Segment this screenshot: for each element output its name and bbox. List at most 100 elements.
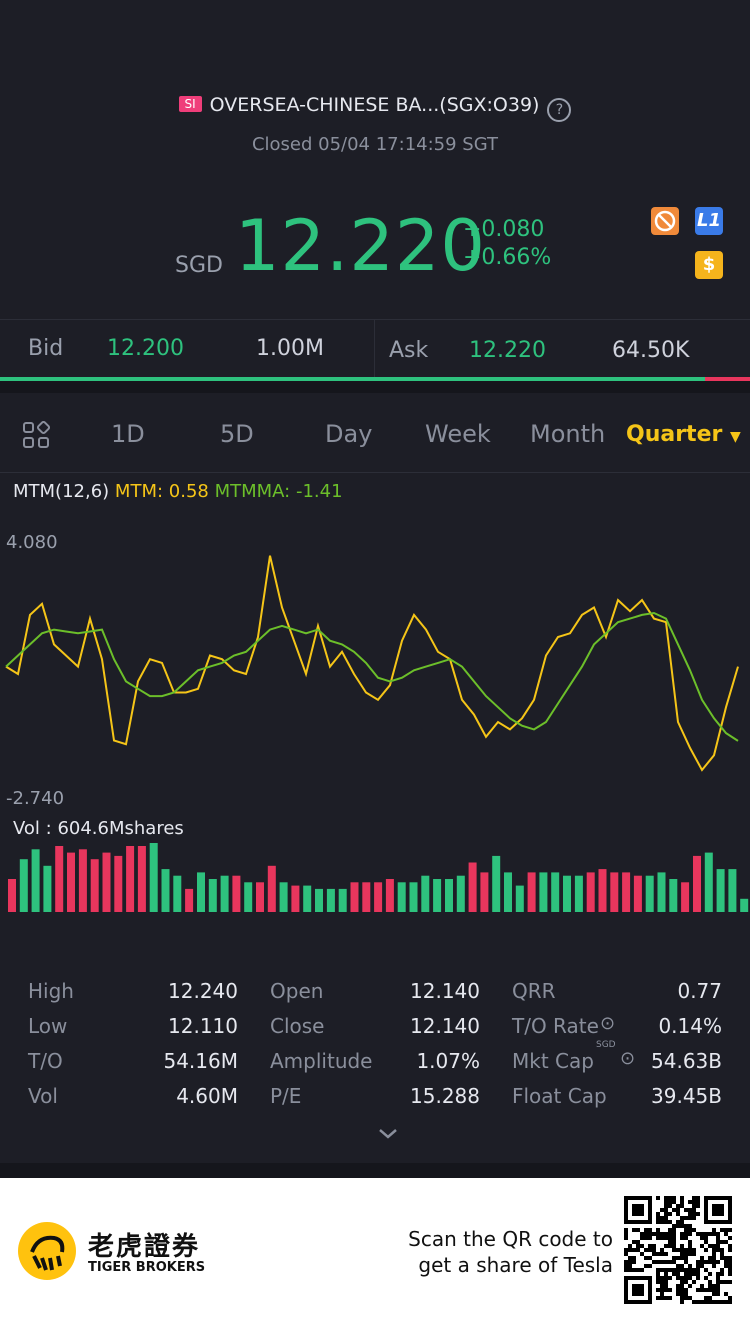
volume-bar: [504, 872, 512, 912]
grid-icon[interactable]: [22, 420, 51, 455]
volume-bar: [338, 888, 347, 912]
dollar-icon[interactable]: $: [695, 251, 723, 279]
no-short-icon[interactable]: [651, 207, 679, 235]
series-line-mtmma: [5, 611, 739, 742]
stat-value: 39.45B: [651, 1084, 722, 1108]
volume-bar: [374, 882, 383, 912]
volume-bar: [315, 888, 323, 912]
stock-title-row[interactable]: SI OVERSEA-CHINESE BA...(SGX:O39)?: [0, 94, 750, 122]
stat-value: 15.288: [410, 1084, 480, 1108]
volume-bar: [126, 846, 135, 912]
stock-header: SI OVERSEA-CHINESE BA...(SGX:O39)? Closed…: [0, 0, 750, 318]
ask-ratio-bar: [705, 377, 750, 381]
market-status: Closed 05/04 17:14:59 SGT: [251, 134, 499, 155]
stat-value: 12.140: [410, 1014, 480, 1038]
volume-bar: [693, 855, 701, 912]
qr-code[interactable]: [624, 1196, 732, 1304]
currency-superscript: SGD: [596, 1040, 616, 1050]
volume-bar: [645, 875, 654, 912]
volume-chart[interactable]: [0, 843, 750, 913]
indicator-header[interactable]: MTM(12,6) MTM: 0.58 MTMMA: -1.41: [13, 481, 343, 502]
volume-bar: [657, 872, 666, 912]
stat-value: 4.60M: [176, 1084, 238, 1108]
tab-quarter[interactable]: Quarter ▼: [626, 422, 741, 447]
volume-bar: [185, 888, 194, 912]
volume-bar: [303, 885, 312, 912]
volume-bar: [433, 879, 442, 912]
volume-bar: [397, 882, 406, 912]
stat-label: Amplitude: [270, 1049, 373, 1073]
brand-english: TIGER BROKERS: [88, 1260, 206, 1275]
volume-bar: [633, 875, 642, 912]
volume-bar: [456, 875, 465, 912]
volume-bar: [137, 846, 146, 912]
volume-bar: [421, 875, 430, 912]
y-max-label: 4.080: [6, 532, 58, 553]
tab-day[interactable]: Day: [325, 420, 373, 448]
volume-bar: [220, 875, 229, 912]
divider: [0, 472, 750, 473]
tab-week[interactable]: Week: [425, 420, 491, 448]
volume-bar: [574, 875, 583, 912]
volume-bar: [256, 882, 264, 912]
divider: [0, 319, 750, 320]
volume-bar: [740, 898, 749, 912]
mtmma-value: MTMMA: -1.41: [214, 481, 343, 502]
volume-bar: [492, 855, 501, 912]
volume-bar: [362, 882, 371, 912]
tiger-logo-icon: [18, 1222, 76, 1280]
stat-value: 54.63B: [651, 1049, 722, 1073]
volume-label: Vol : 604.6Mshares: [13, 818, 184, 839]
bid-ask-separator: [374, 320, 375, 378]
volume-bar: [468, 862, 477, 912]
ask-label: Ask: [389, 338, 429, 363]
volume-bar: [19, 859, 28, 912]
tab-1d[interactable]: 1D: [111, 420, 145, 448]
stat-label: P/E: [270, 1084, 302, 1108]
stat-label: QRR: [512, 979, 556, 1003]
volume-bar: [409, 882, 418, 912]
section-gap: [0, 381, 750, 393]
volume-bar: [716, 869, 725, 912]
promo-footer: 老虎證券 TIGER BROKERS Scan the QR code to g…: [0, 1178, 750, 1324]
price-change: +0.080 +0.66%: [463, 216, 551, 272]
volume-bar: [445, 879, 453, 912]
volume-bar: [480, 872, 489, 912]
volume-bar: [669, 879, 678, 912]
y-min-label: -2.740: [6, 788, 65, 809]
level1-icon[interactable]: L1: [695, 207, 723, 235]
tab-month[interactable]: Month: [530, 420, 606, 448]
bid-label: Bid: [28, 336, 64, 361]
expand-chevron-icon[interactable]: [378, 1126, 398, 1145]
stock-name: OVERSEA-CHINESE BA...(SGX:O39): [209, 94, 540, 116]
brand-chinese: 老虎證券: [88, 1232, 201, 1262]
stat-label[interactable]: T/O Rate: [512, 1014, 599, 1038]
volume-bar: [291, 885, 300, 912]
volume-bar: [350, 882, 359, 912]
info-icon[interactable]: ⊙: [600, 1013, 616, 1034]
bid-ask-row[interactable]: Bid 12.200 1.00M Ask 12.220 64.50K: [0, 320, 750, 378]
volume-bar: [610, 872, 619, 912]
volume-bar: [55, 846, 64, 912]
volume-bar: [114, 855, 123, 912]
mtm-chart[interactable]: [0, 520, 750, 810]
tab-5d[interactable]: 5D: [220, 420, 254, 448]
volume-bar: [267, 865, 276, 912]
volume-bar: [43, 865, 52, 912]
volume-bar: [527, 872, 536, 912]
stat-label[interactable]: Mkt Cap: [512, 1049, 594, 1073]
stat-value: 1.07%: [416, 1049, 480, 1073]
stat-value: 0.77: [677, 979, 722, 1003]
bid-size: 1.00M: [256, 336, 324, 361]
change-percent: +0.66%: [463, 245, 552, 270]
help-icon[interactable]: ?: [547, 98, 572, 122]
currency-label: SGD: [175, 253, 223, 278]
volume-bar: [8, 879, 16, 912]
volume-bar: [78, 849, 87, 912]
volume-bar: [31, 849, 40, 912]
volume-bar: [681, 882, 690, 912]
exchange-badge: SI: [178, 96, 202, 112]
info-icon[interactable]: ⊙: [620, 1048, 636, 1069]
bid-ratio-bar: [0, 377, 705, 381]
volume-bar: [515, 885, 524, 912]
